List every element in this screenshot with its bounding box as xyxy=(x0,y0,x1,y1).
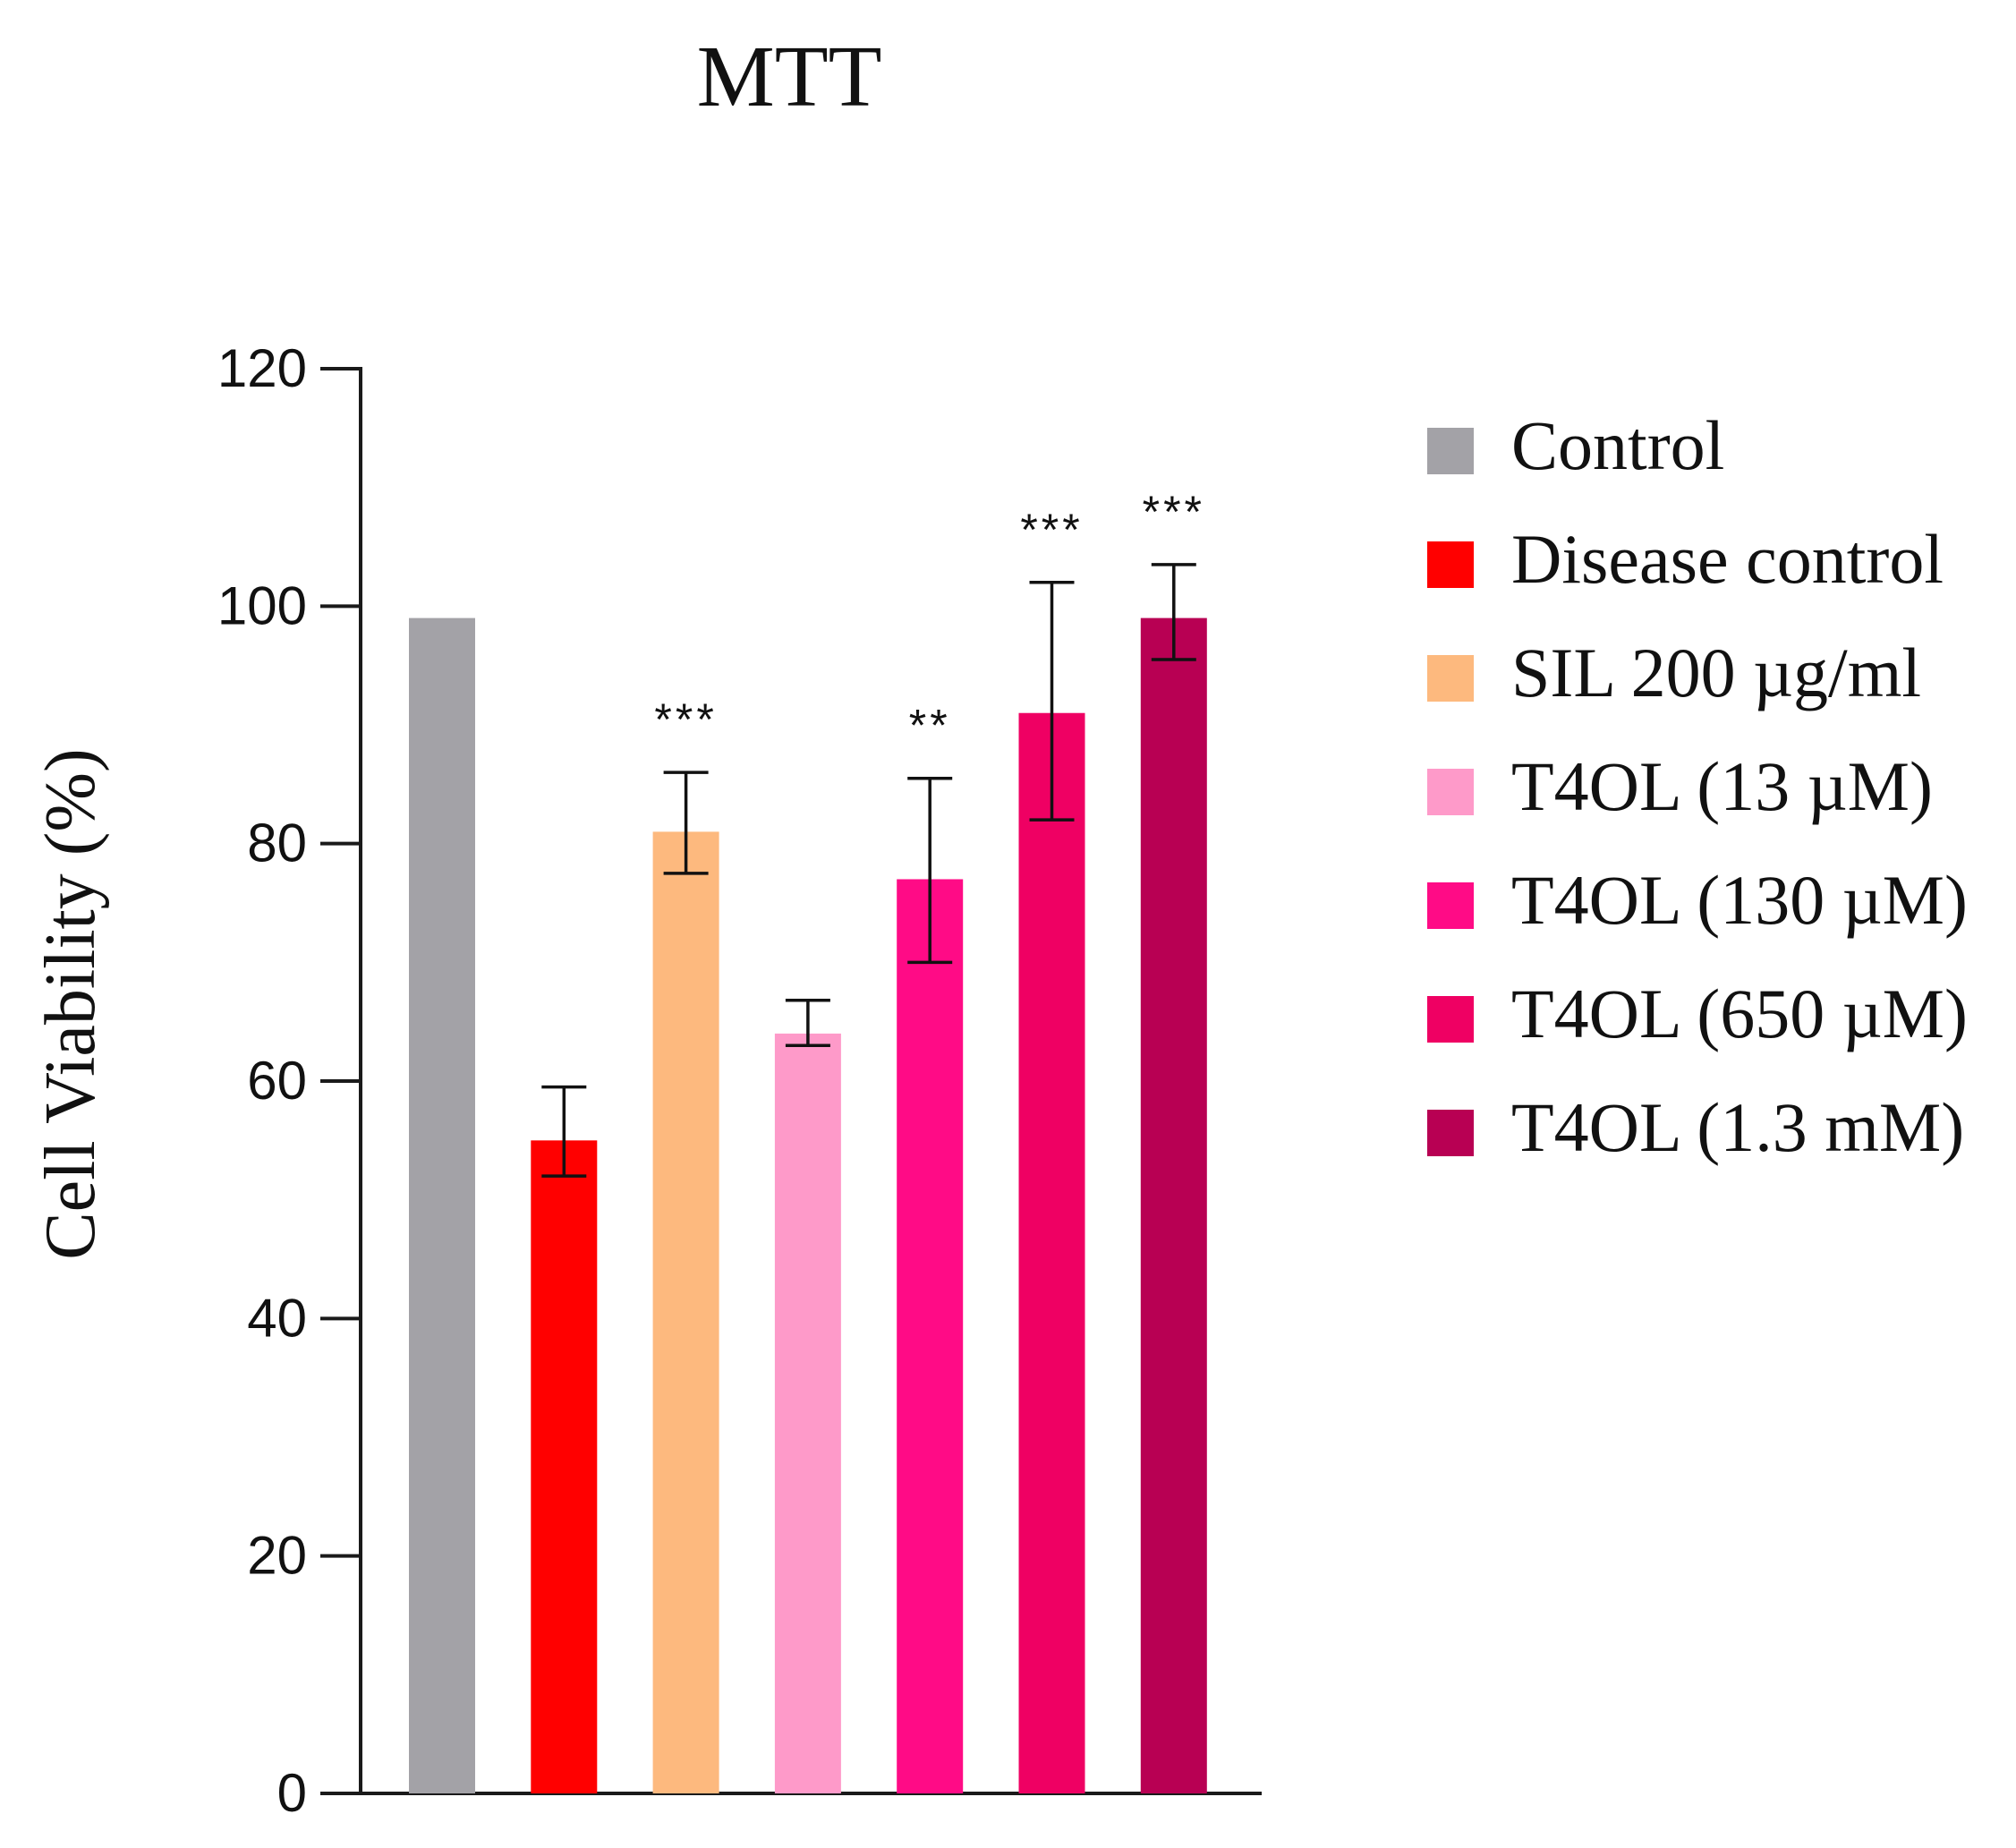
chart-title: MTT xyxy=(697,29,882,125)
error-bar xyxy=(785,999,830,1047)
legend-item: T4OL (130 µM) xyxy=(1427,861,1968,939)
error-bar xyxy=(907,776,953,965)
bar xyxy=(774,1033,841,1793)
significance-marker: *** xyxy=(1143,487,1205,537)
bar xyxy=(1018,712,1085,1793)
y-tick-label: 40 xyxy=(247,1288,307,1348)
bar xyxy=(531,1140,598,1793)
y-tick-label: 120 xyxy=(217,338,307,398)
y-axis-label: Cell Viability (%) xyxy=(31,748,110,1259)
legend-item: Control xyxy=(1427,406,1724,484)
bar xyxy=(652,831,719,1793)
error-bars xyxy=(541,563,1196,1178)
significance-marker: ** xyxy=(909,701,951,751)
y-tick-label: 20 xyxy=(247,1526,307,1586)
error-bar xyxy=(541,1085,587,1178)
legend-swatch xyxy=(1427,882,1474,929)
legend-item: T4OL (1.3 mM) xyxy=(1427,1088,1964,1166)
legend-item: T4OL (650 µM) xyxy=(1427,975,1968,1052)
significance-marker: *** xyxy=(654,694,717,745)
legend-label: T4OL (130 µM) xyxy=(1511,861,1968,939)
legend-label: T4OL (650 µM) xyxy=(1511,975,1968,1052)
bar xyxy=(1140,617,1207,1793)
bars xyxy=(409,617,1207,1793)
legend-label: T4OL (13 µM) xyxy=(1511,747,1933,825)
legend-label: Control xyxy=(1511,406,1724,484)
significance-labels: *** ***** *** xyxy=(654,487,1205,751)
bar xyxy=(409,617,475,1793)
legend-item: T4OL (13 µM) xyxy=(1427,747,1933,825)
significance-marker: *** xyxy=(1020,505,1083,555)
legend: Control Disease control SIL 200 µg/ml T4OL … xyxy=(1427,406,1968,1166)
error-bar xyxy=(1151,563,1196,661)
legend-label: T4OL (1.3 mM) xyxy=(1511,1088,1964,1166)
bar xyxy=(897,879,964,1793)
legend-swatch xyxy=(1427,996,1474,1043)
y-tick-label: 0 xyxy=(277,1763,307,1823)
legend-swatch xyxy=(1427,769,1474,815)
y-tick-label: 60 xyxy=(247,1051,307,1111)
legend-swatch xyxy=(1427,655,1474,702)
legend-item: Disease control xyxy=(1427,520,1944,598)
legend-label: Disease control xyxy=(1511,520,1944,598)
y-axis: 0 20 40 60 80 100 120 xyxy=(217,338,362,1823)
legend-label: SIL 200 µg/ml xyxy=(1511,634,1921,711)
error-bar xyxy=(1029,581,1075,822)
y-tick-label: 80 xyxy=(247,813,307,873)
error-bar xyxy=(663,771,709,875)
legend-swatch xyxy=(1427,541,1474,588)
y-tick-label: 100 xyxy=(217,575,307,635)
legend-item: SIL 200 µg/ml xyxy=(1427,634,1921,711)
legend-swatch xyxy=(1427,428,1474,474)
legend-swatch xyxy=(1427,1110,1474,1156)
